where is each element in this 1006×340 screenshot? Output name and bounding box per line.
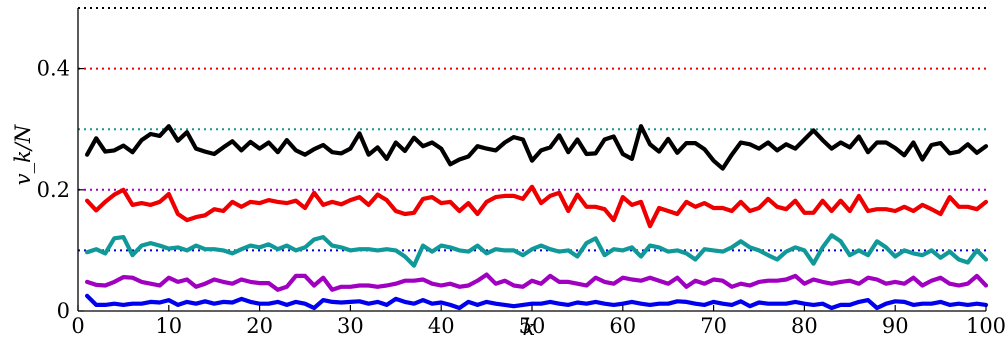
series-line-3 xyxy=(84,272,989,292)
x-tick-label: 10 xyxy=(155,314,182,338)
x-tick-label: 60 xyxy=(609,314,636,338)
x-tick-label: 30 xyxy=(337,314,364,338)
series-lines xyxy=(84,124,989,311)
y-axis-label: v_k/N xyxy=(11,124,35,185)
x-tick-label: 40 xyxy=(428,314,455,338)
y-tick-label: 0.2 xyxy=(37,178,70,202)
series-line-1 xyxy=(84,184,989,229)
x-tick-label: 80 xyxy=(791,314,818,338)
x-axis-ticks: 0 10 20 30 40 50 60 70 80 90 100 xyxy=(71,305,1006,338)
series-line-4 xyxy=(84,293,989,311)
reference-lines xyxy=(78,7,986,252)
x-axis-label: k xyxy=(523,316,536,340)
y-axis-ticks: 0 0.2 0.4 xyxy=(37,57,84,323)
x-tick-label: 100 xyxy=(966,314,1006,338)
x-tick-label: 0 xyxy=(71,314,84,338)
y-tick-label: 0.4 xyxy=(37,57,70,81)
series-line-0 xyxy=(84,124,989,171)
x-tick-label: 70 xyxy=(700,314,727,338)
y-tick-label: 0 xyxy=(57,299,70,323)
x-tick-label: 90 xyxy=(882,314,909,338)
x-tick-label: 50 xyxy=(519,314,546,338)
x-tick-label: 20 xyxy=(246,314,273,338)
series-line-2 xyxy=(84,233,989,268)
